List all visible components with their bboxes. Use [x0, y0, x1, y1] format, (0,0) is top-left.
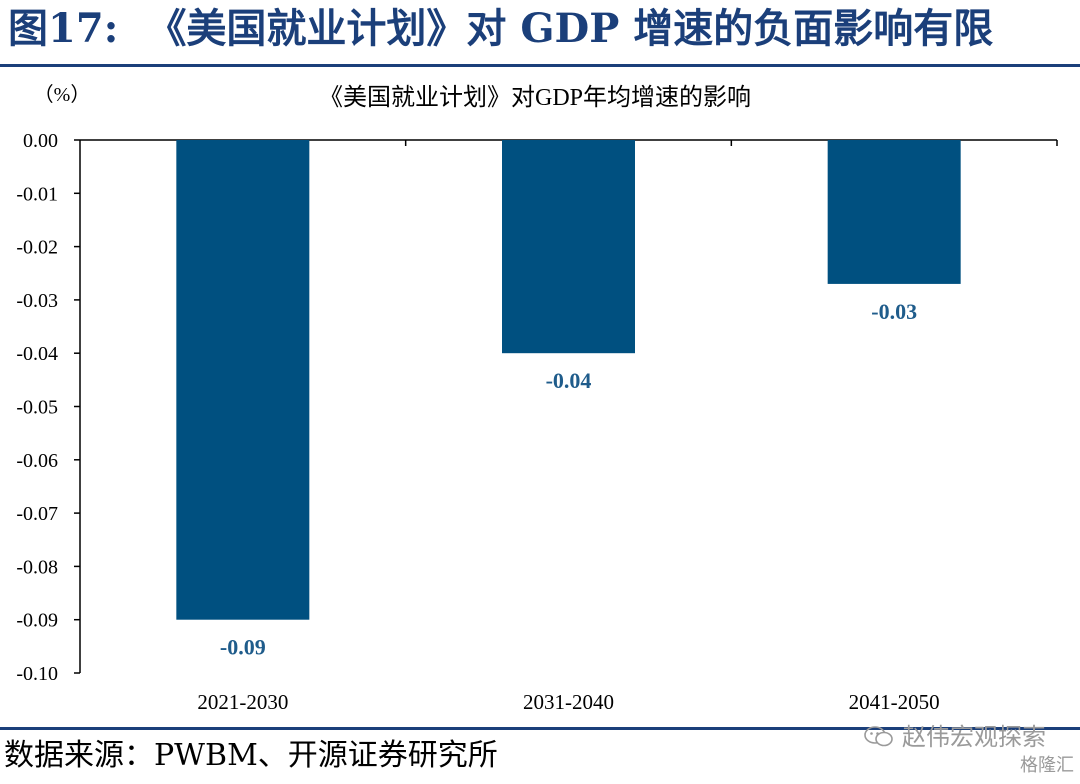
y-tick-label: -0.08	[16, 556, 58, 578]
wechat-icon	[864, 726, 894, 747]
bar-chart: 《美国就业计划》对GDP年均增速的影响 （%） 0.00 -0.01 -0.02 -0.0…	[16, 83, 1058, 714]
x-tick-label: 2041-2050	[849, 690, 940, 714]
watermark-text: 赵伟宏观探索	[902, 723, 1046, 751]
x-tick-label: 2021-2030	[197, 690, 288, 714]
chart-title: 《美国就业计划》对GDP年均增速的影响	[319, 84, 751, 111]
y-tick-label: -0.05	[16, 397, 58, 419]
data-label: -0.03	[871, 299, 917, 324]
bar	[827, 140, 961, 284]
bar	[176, 140, 310, 620]
y-tick-label: -0.03	[16, 290, 58, 312]
figure-number: 图17:	[8, 5, 119, 52]
y-tick-label: -0.07	[16, 503, 58, 525]
y-tick-label: -0.04	[16, 343, 58, 365]
bar	[502, 140, 635, 354]
top-rule	[0, 64, 1080, 67]
y-tick-label: -0.06	[16, 450, 58, 472]
y-tick-label: 0.00	[23, 130, 58, 152]
y-tick-label: -0.02	[16, 237, 58, 259]
figure-title-text: 《美国就业计划》对 GDP 增速的负面影响有限	[146, 5, 994, 52]
figure-title: 图17: 《美国就业计划》对 GDP 增速的负面影响有限	[8, 4, 993, 54]
data-source: 数据来源：PWBM、开源证券研究所	[4, 738, 498, 773]
y-tick-label: -0.09	[16, 610, 58, 632]
bottom-rule	[0, 727, 1080, 730]
watermark-secondary: 格隆汇	[1020, 755, 1074, 776]
x-tick-label: 2031-2040	[523, 690, 614, 714]
y-axis-unit: （%）	[34, 83, 91, 106]
data-label: -0.04	[546, 368, 592, 393]
watermark: 赵伟宏观探索	[864, 722, 1046, 752]
y-tick-label: -0.01	[16, 183, 58, 205]
y-tick-label: -0.10	[16, 663, 58, 685]
data-label: -0.09	[220, 635, 266, 660]
